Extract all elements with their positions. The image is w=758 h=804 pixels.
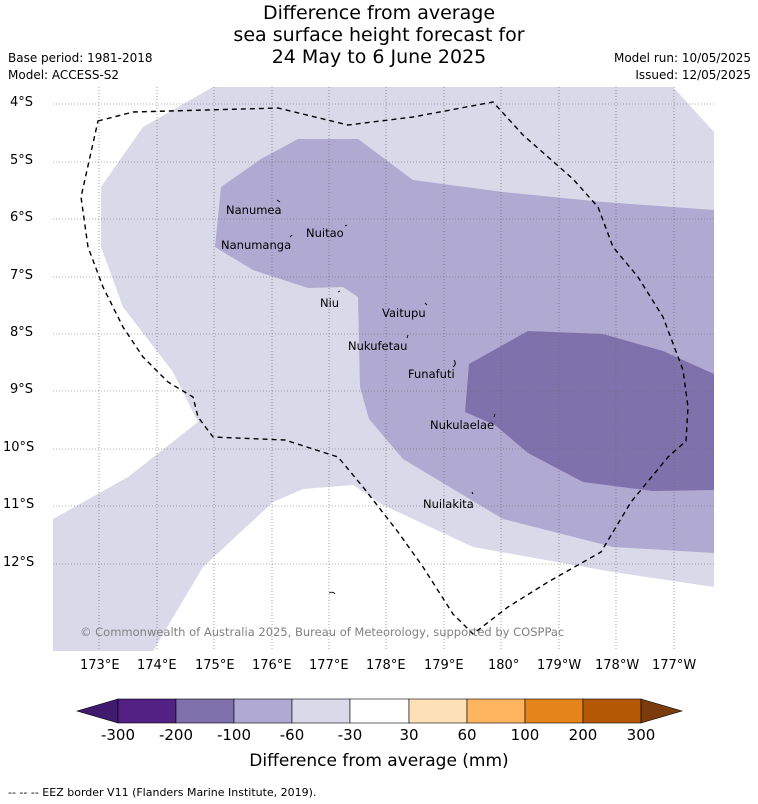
lon-label: 179°E xyxy=(424,658,464,673)
lon-label: 177°E xyxy=(309,658,349,673)
place-label-nuilakita: Nuilakita xyxy=(423,497,474,511)
colorbar-segment xyxy=(175,698,235,724)
island-nuilakita xyxy=(471,491,474,495)
lat-label: 7°S xyxy=(10,268,34,283)
lon-label: 178°W xyxy=(595,658,640,673)
colorbar-tick-label: -200 xyxy=(158,726,194,744)
eez-legend: -- -- -- EEZ border V11 (Flanders Marine… xyxy=(8,786,317,799)
colorbar-segment xyxy=(233,698,293,724)
island-nukulaelae xyxy=(493,413,496,418)
place-label-niu: Niu xyxy=(320,296,339,310)
place-label-funafuti: Funafuti xyxy=(408,367,455,381)
copyright-text: © Commonwealth of Australia 2025, Bureau… xyxy=(80,625,564,639)
model-run: Model run: 10/05/2025 xyxy=(613,51,751,65)
colorbar-tick-label: 30 xyxy=(399,726,419,744)
colorbar-segment xyxy=(291,698,351,724)
island-vaitupu xyxy=(424,302,428,306)
colorbar-tick-label: 100 xyxy=(510,726,540,744)
eez-border xyxy=(80,101,689,635)
colorbar-tick-label: -60 xyxy=(279,726,305,744)
title-line-2: sea surface height forecast for xyxy=(233,24,525,46)
island-funafuti xyxy=(452,359,456,368)
lat-label: 5°S xyxy=(10,153,34,168)
lat-label: 10°S xyxy=(3,440,35,455)
lon-label: 174°E xyxy=(137,658,177,673)
place-label-nanumea: Nanumea xyxy=(226,203,282,217)
colorbar-tick-label: -300 xyxy=(100,726,136,744)
colorbar-segment xyxy=(524,698,584,724)
colorbar-title: Difference from average (mm) xyxy=(249,751,509,771)
lat-label: 4°S xyxy=(10,95,34,110)
colorbar-segment xyxy=(349,698,410,724)
colorbar-tick-label: 60 xyxy=(457,726,477,744)
base-period: Base period: 1981-2018 xyxy=(8,51,153,65)
island-nukufetau xyxy=(406,334,409,339)
lat-label: 9°S xyxy=(10,382,34,397)
lat-label: 11°S xyxy=(3,497,35,512)
map-panel: Nanumea Nuitao Nanumanga Niu Vaitupu Nuk… xyxy=(53,87,714,651)
lon-label: 173°E xyxy=(80,658,120,673)
place-label-nukufetau: Nukufetau xyxy=(348,339,407,353)
anomaly-band-dark xyxy=(465,331,714,491)
lat-label: 8°S xyxy=(10,325,34,340)
islands xyxy=(276,199,496,595)
lat-label: 12°S xyxy=(3,555,35,570)
colorbar-tick-label: -30 xyxy=(337,726,363,744)
colorbar-tick-label: 300 xyxy=(626,726,656,744)
colorbar-segment xyxy=(582,698,642,724)
island-nanumea xyxy=(276,199,281,203)
lon-label: 177°W xyxy=(652,658,697,673)
island-nanumanga xyxy=(289,234,293,238)
model-name: Model: ACCESS-S2 xyxy=(8,68,120,82)
colorbar-arrow-low xyxy=(75,698,119,724)
lon-label: 180° xyxy=(488,658,520,673)
issued-date: Issued: 12/05/2025 xyxy=(635,68,751,82)
colorbar-tick-label: 200 xyxy=(568,726,598,744)
island-south xyxy=(328,591,336,595)
lat-label: 6°S xyxy=(10,210,34,225)
island-nuitao xyxy=(344,224,348,227)
island-niu xyxy=(337,290,341,293)
place-label-nanumanga: Nanumanga xyxy=(221,238,291,252)
colorbar-segment xyxy=(466,698,526,724)
colorbar-segment xyxy=(408,698,468,724)
title-line-1: Difference from average xyxy=(262,2,496,24)
map-gridlines xyxy=(53,87,714,651)
colorbar-tick-label: -100 xyxy=(216,726,252,744)
colorbar-segment xyxy=(117,698,177,724)
lon-label: 179°W xyxy=(537,658,582,673)
colorbar-arrow-high xyxy=(640,698,684,724)
lon-label: 176°E xyxy=(252,658,292,673)
lon-label: 175°E xyxy=(195,658,235,673)
place-label-nuitao: Nuitao xyxy=(306,226,344,240)
place-label-nukulaelae: Nukulaelae xyxy=(430,418,494,432)
lon-label: 178°E xyxy=(366,658,406,673)
title-line-3: 24 May to 6 June 2025 xyxy=(271,46,487,68)
place-label-vaitupu: Vaitupu xyxy=(382,306,426,320)
